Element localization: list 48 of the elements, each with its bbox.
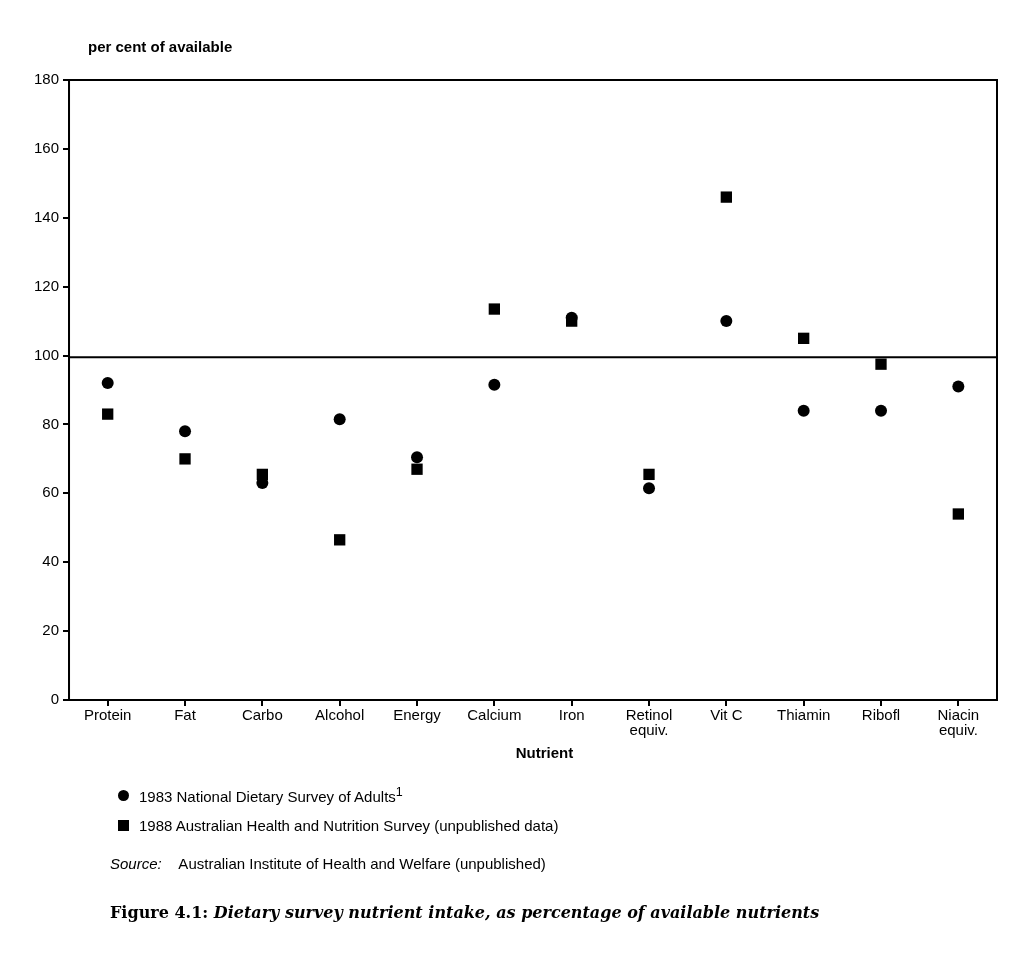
point <box>179 453 191 465</box>
y-tick-label: 180 <box>34 70 60 88</box>
legend-label: 1983 National Dietary Survey of Adults$^{1}$ <box>139 785 403 805</box>
x-tick-label: Fat <box>174 705 197 723</box>
source-note: Source: Australian Institute of Health and Welfare (unpublished) <box>110 855 546 872</box>
y-tick-label: 0 <box>50 690 60 708</box>
y-tick-label: 120 <box>34 276 60 294</box>
y-tick-label: 140 <box>34 207 60 225</box>
point <box>720 191 732 203</box>
legend-label: 1988 Australian Health and Nutrition Survey (unpublished data) <box>139 816 559 834</box>
point <box>334 534 346 546</box>
point <box>333 413 346 426</box>
y-tick-label: 100 <box>34 345 60 363</box>
y-tick-label: 20 <box>42 621 60 639</box>
point <box>411 463 423 475</box>
x-tick-label: Iron <box>558 705 585 723</box>
point <box>875 358 887 370</box>
point <box>798 332 810 344</box>
x-tick-label: Thiamin <box>776 705 831 723</box>
x-tick-label: Carbo <box>241 705 283 723</box>
y-tick-label: 80 <box>42 414 60 432</box>
x-tick-label: Retinol equiv. <box>625 705 673 738</box>
point <box>720 315 733 328</box>
point <box>952 380 965 393</box>
point <box>411 451 424 464</box>
point <box>952 508 964 520</box>
point <box>101 377 114 390</box>
x-tick-label: Energy <box>393 705 442 723</box>
point <box>102 408 114 420</box>
point <box>179 425 192 438</box>
point <box>875 404 887 417</box>
y-tick-label: 160 <box>34 139 60 157</box>
point <box>488 378 501 391</box>
x-tick-label: Protein <box>83 705 132 723</box>
x-tick-label: Alcohol <box>315 705 365 723</box>
text: Figure 4.1: Dietary survey nutrient intake, as percentage of available nutrients <box>110 903 820 922</box>
x-tick-label: Vit C <box>710 705 743 723</box>
y-axis-title: per cent of available <box>88 38 233 55</box>
point <box>643 482 656 495</box>
x-tick-label: Ribofl <box>861 705 901 723</box>
x-axis-title: Nutrient <box>514 744 575 761</box>
y-tick-label: 60 <box>42 483 60 501</box>
point <box>643 468 655 481</box>
y-tick-label: 40 <box>42 552 60 570</box>
x-tick-label: Niacin equiv. <box>937 705 980 738</box>
point <box>488 303 501 315</box>
point <box>797 404 810 417</box>
x-tick-label: Calcium <box>467 705 522 723</box>
